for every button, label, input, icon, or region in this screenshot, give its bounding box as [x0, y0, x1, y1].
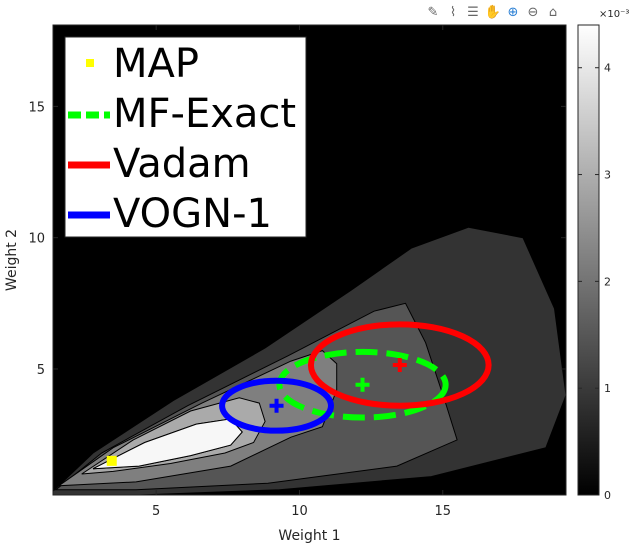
center-vadam [392, 358, 407, 373]
colorbar-bar [577, 24, 600, 496]
home-icon[interactable]: ⌂ [548, 4, 558, 20]
ellipses [106, 321, 492, 466]
pan-icon[interactable]: ✋ [484, 4, 502, 20]
colorbar: 0 1 2 3 4 ×10⁻³ [577, 9, 629, 502]
annotate-icon[interactable]: ✎ [427, 4, 439, 20]
ellipse-vadam [307, 321, 492, 409]
legend-box [64, 36, 307, 238]
y-tick-label: 10 [28, 232, 45, 247]
zoom-out-icon[interactable]: ⊖ [527, 4, 539, 20]
legend-label: Vadam [113, 141, 251, 187]
colorbar-tick-label: 1 [604, 382, 611, 395]
x-axis-label: Weight 1 [278, 528, 340, 544]
y-axis-label: Weight 2 [4, 229, 20, 291]
legend-label: MF-Exact [113, 91, 296, 137]
axes: 5 10 15 5 10 15 Weight 1 Weight 2 [4, 24, 567, 544]
legend-marker-map [86, 59, 94, 67]
brush-icon[interactable]: ⌇ [449, 4, 457, 20]
contour-level-peak [92, 418, 243, 470]
ellipse-mf-exact [276, 348, 449, 421]
x-tick-label: 10 [291, 504, 308, 519]
y-tick-label: 5 [37, 363, 45, 378]
colorbar-tick-label: 0 [604, 489, 611, 502]
center-mf-exact [355, 377, 370, 392]
x-tick-label: 5 [152, 504, 160, 519]
ellipse-vogn-1 [219, 377, 334, 434]
axes-box [52, 24, 567, 496]
figure-toolbar: ✎ ⌇ ☰ ✋ ⊕ ⊖ ⌂ [424, 3, 562, 21]
map-point [106, 455, 117, 466]
y-tick-label: 15 [28, 100, 45, 115]
colorbar-exponent: ×10⁻³ [599, 9, 629, 20]
x-tick-label: 15 [434, 504, 451, 519]
colorbar-tick-label: 3 [604, 169, 611, 182]
legend-label: MAP [113, 41, 199, 87]
colorbar-tick-label: 2 [604, 275, 611, 288]
colorbar-tick-label: 4 [604, 62, 611, 75]
legend-label: VOGN-1 [113, 191, 272, 237]
center-vogn-1 [269, 398, 284, 413]
zoom-in-icon[interactable]: ⊕ [507, 4, 519, 20]
legend-icon[interactable]: ☰ [467, 4, 479, 20]
